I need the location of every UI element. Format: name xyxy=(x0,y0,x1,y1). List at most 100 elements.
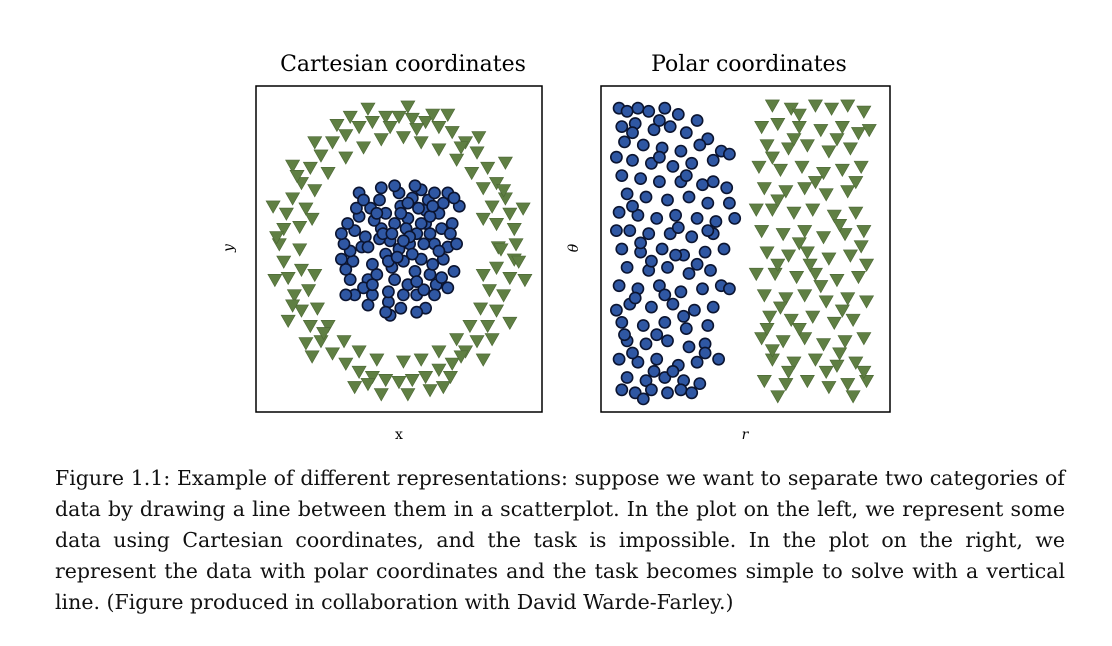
triangle-point xyxy=(431,121,447,135)
triangle-point xyxy=(464,166,480,181)
circle-point xyxy=(653,279,666,293)
triangle-point xyxy=(797,289,813,303)
circle-point xyxy=(414,217,428,230)
triangle-point xyxy=(756,182,772,196)
circle-point xyxy=(412,201,425,215)
triangle-point xyxy=(378,374,394,388)
triangle-point xyxy=(848,356,864,370)
triangle-point xyxy=(778,185,794,199)
circle-point xyxy=(396,288,410,302)
circle-point xyxy=(388,179,401,193)
triangle-point xyxy=(781,365,797,380)
circle-point xyxy=(374,181,388,195)
circle-point xyxy=(661,386,674,400)
triangle-point xyxy=(431,345,447,359)
circle-point xyxy=(661,193,674,207)
triangle-point xyxy=(751,160,767,174)
circle-point xyxy=(631,101,645,115)
circle-point xyxy=(610,224,623,237)
circle-point xyxy=(698,245,712,259)
circle-point xyxy=(343,273,357,286)
triangle-point xyxy=(756,289,772,303)
triangle-point xyxy=(475,182,491,196)
circle-point xyxy=(423,227,437,241)
triangle-point xyxy=(861,124,877,138)
triangle-point xyxy=(821,145,837,159)
circle-point xyxy=(698,346,712,360)
circle-point xyxy=(642,227,656,241)
triangle-point xyxy=(502,316,518,331)
triangle-point xyxy=(786,356,802,370)
cartesian-xlabel: x xyxy=(395,427,403,443)
triangle-point xyxy=(786,133,802,147)
triangle-point xyxy=(791,237,807,251)
triangle-point xyxy=(338,129,354,143)
circle-point xyxy=(682,190,696,204)
triangle-point xyxy=(832,347,848,361)
triangle-point xyxy=(764,344,780,358)
triangle-point xyxy=(484,333,500,347)
circle-point xyxy=(671,221,685,234)
triangle-point xyxy=(496,184,512,198)
triangle-point xyxy=(292,243,308,257)
triangle-point xyxy=(789,270,805,285)
circle-point xyxy=(610,303,623,317)
circle-point xyxy=(636,392,650,406)
triangle-point xyxy=(493,243,509,257)
circle-point xyxy=(620,187,634,201)
triangle-point xyxy=(356,141,372,155)
triangle-point xyxy=(347,381,363,395)
triangle-point xyxy=(489,304,505,318)
triangle-point xyxy=(799,375,815,389)
circle-point xyxy=(663,120,677,133)
circle-point xyxy=(634,236,647,250)
circle-point xyxy=(394,206,408,220)
triangle-point xyxy=(783,313,799,327)
circle-point xyxy=(674,285,688,299)
triangle-point xyxy=(280,314,296,329)
triangle-point xyxy=(471,131,487,145)
triangle-point xyxy=(404,374,420,388)
triangle-point xyxy=(298,202,314,216)
triangle-point xyxy=(336,335,352,349)
circle-point xyxy=(615,383,629,397)
figure-caption: Figure 1.1: Example of different represe… xyxy=(55,466,1065,614)
triangle-point xyxy=(797,182,813,196)
triangle-point xyxy=(840,99,856,113)
triangle-point xyxy=(764,99,780,113)
triangle-point xyxy=(832,218,848,233)
circle-point xyxy=(428,186,441,200)
circle-point xyxy=(618,328,631,342)
polar-title: Polar coordinates xyxy=(651,52,847,77)
circle-point xyxy=(408,179,422,193)
circle-point xyxy=(426,199,440,213)
triangle-point xyxy=(449,153,465,167)
triangle-point xyxy=(369,353,385,367)
triangle-point xyxy=(829,274,845,288)
triangle-point xyxy=(342,110,358,125)
circle-point xyxy=(631,208,645,222)
triangle-point xyxy=(409,123,425,137)
circle-point xyxy=(647,364,661,378)
circle-point xyxy=(669,248,682,262)
triangle-point xyxy=(373,133,389,147)
circle-point xyxy=(720,181,734,195)
triangle-point xyxy=(298,337,314,351)
circle-point xyxy=(612,352,626,366)
triangle-point xyxy=(307,136,323,150)
triangle-point xyxy=(285,299,301,313)
triangle-point xyxy=(834,304,850,318)
circle-point xyxy=(450,237,463,251)
triangle-point xyxy=(770,194,786,208)
triangle-point xyxy=(813,124,829,138)
circle-point xyxy=(717,242,731,256)
circle-point xyxy=(341,217,354,230)
circle-point xyxy=(612,205,626,219)
triangle-point xyxy=(754,332,770,346)
circle-point xyxy=(706,175,720,189)
cartesian-ylabel: y xyxy=(221,243,237,253)
triangle-point xyxy=(799,139,815,153)
triangle-point xyxy=(859,295,875,309)
triangle-point xyxy=(413,136,429,150)
circle-point xyxy=(370,206,384,220)
